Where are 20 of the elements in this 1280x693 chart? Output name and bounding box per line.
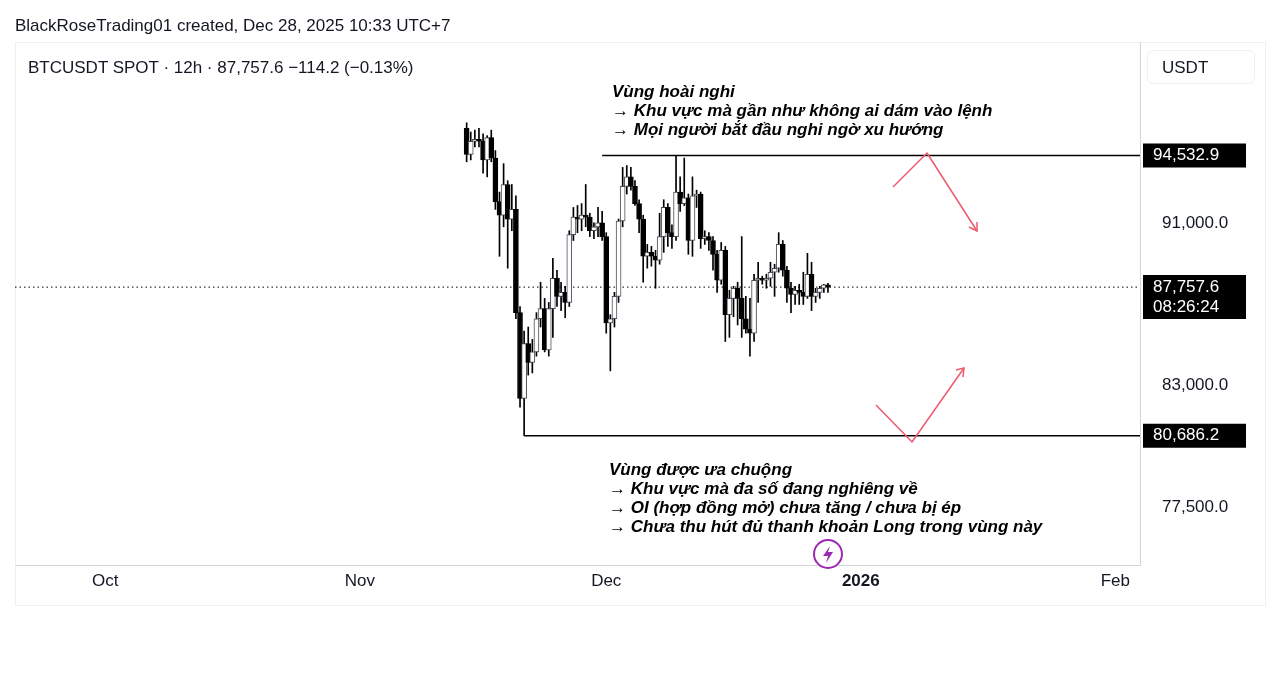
x-tick-label: 2026 bbox=[841, 570, 880, 590]
candlestick bbox=[800, 271, 807, 305]
y-tick-label: 77,500.0 bbox=[1162, 496, 1229, 516]
x-tick-label: Oct bbox=[92, 570, 119, 590]
x-tick-label: Feb bbox=[1100, 570, 1131, 590]
y-tick-label: 83,000.0 bbox=[1162, 375, 1229, 395]
candlestick bbox=[558, 281, 564, 311]
text: BlackRoseTrading01 created, Dec 28, 2025 10:33 UTC+7 bbox=[15, 16, 451, 36]
data-label: 94,532.9 bbox=[1153, 145, 1220, 165]
text: 08:26:24 bbox=[1153, 296, 1220, 316]
data-label: 80,686.2 bbox=[1153, 425, 1220, 445]
annotation: Vùng hoài nghi → Khu vực mà gần như không ai dám vào lệnh → Mọi người bắt đầu nghi ngờ xu hướng bbox=[612, 82, 993, 139]
x-tick-label: Nov bbox=[344, 570, 376, 590]
annotation: Vùng được ưa chuộng → Khu vực mà đa số đang nghiêng về → OI (hợp đồng mở) chưa tăng / chưa bị ép → Chưa thu hút đủ thanh khoản Long trong vùng này bbox=[609, 460, 1044, 536]
x-tick-label: Dec bbox=[591, 570, 622, 590]
y-tick-label: 91,000.0 bbox=[1162, 212, 1229, 232]
text: BTCUSDT SPOT · 12h · 87,757.6 −114.2 (−0.13%) bbox=[28, 58, 414, 78]
candlestick bbox=[792, 285, 798, 305]
y-axis-title: USDT bbox=[1147, 50, 1255, 84]
ref-line-label: 87,757.6 bbox=[1153, 276, 1220, 296]
